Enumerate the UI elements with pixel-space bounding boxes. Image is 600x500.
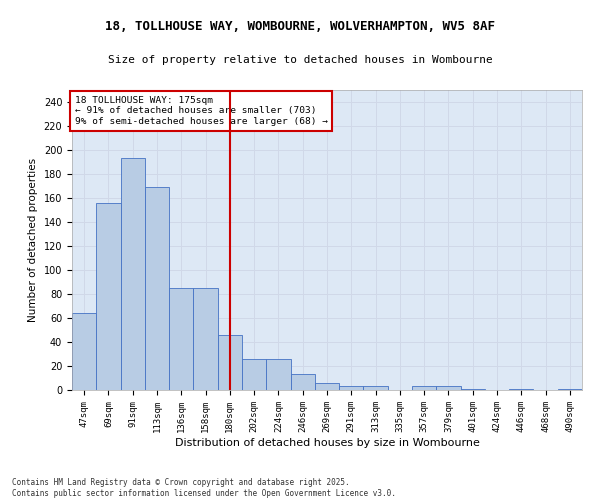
Text: Size of property relative to detached houses in Wombourne: Size of property relative to detached ho… [107,55,493,65]
Bar [218,335,242,390]
Bar [364,386,388,390]
Y-axis label: Number of detached properties: Number of detached properties [28,158,38,322]
Bar [412,386,436,390]
Bar [121,158,145,390]
Bar [558,389,582,390]
Text: 18, TOLLHOUSE WAY, WOMBOURNE, WOLVERHAMPTON, WV5 8AF: 18, TOLLHOUSE WAY, WOMBOURNE, WOLVERHAMP… [105,20,495,33]
Bar [339,386,364,390]
Bar [72,313,96,390]
Bar [509,389,533,390]
Bar [96,203,121,390]
Text: Contains HM Land Registry data © Crown copyright and database right 2025.
Contai: Contains HM Land Registry data © Crown c… [12,478,396,498]
Bar [242,359,266,390]
X-axis label: Distribution of detached houses by size in Wombourne: Distribution of detached houses by size … [175,438,479,448]
Bar [145,187,169,390]
Bar [193,288,218,390]
Text: 18 TOLLHOUSE WAY: 175sqm
← 91% of detached houses are smaller (703)
9% of semi-d: 18 TOLLHOUSE WAY: 175sqm ← 91% of detach… [74,96,328,126]
Bar [315,383,339,390]
Bar [290,374,315,390]
Bar [436,386,461,390]
Bar [266,359,290,390]
Bar [169,288,193,390]
Bar [461,389,485,390]
